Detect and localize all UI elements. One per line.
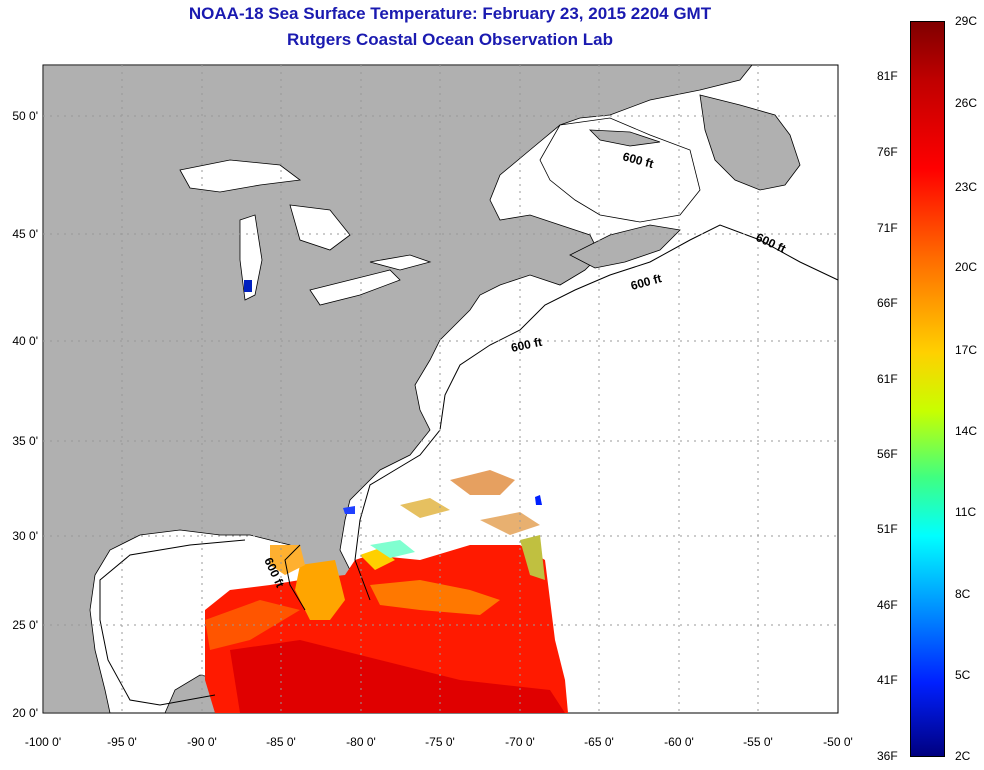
colorbar-fahrenheit-label: 41F [877,673,898,687]
gulf-st-lawrence [539,117,701,223]
x-tick-label: -70 0' [505,735,535,749]
colorbar-celsius-label: 8C [955,587,971,601]
y-tick-label: 45 0' [12,227,38,241]
x-tick-label: -60 0' [664,735,694,749]
graticule [43,65,838,713]
y-tick-label: 25 0' [12,618,38,632]
colorbar-celsius-label: 29C [955,14,978,28]
y-tick-label: 35 0' [12,434,38,448]
colorbar-fahrenheit-label: 56F [877,447,898,461]
colorbar-celsius-label: 14C [955,424,978,438]
x-tick-label: -65 0' [584,735,614,749]
x-tick-label: -95 0' [107,735,137,749]
y-axis-ticks: 50 0' 45 0' 40 0' 35 0' 30 0' 25 0' 20 0' [12,109,38,720]
x-tick-label: -100 0' [25,735,61,749]
map-subtitle: Rutgers Coastal Ocean Observation Lab [287,30,613,49]
map-title: NOAA-18 Sea Surface Temperature: Februar… [188,4,712,23]
temperature-colorbar [910,21,945,757]
land-north-america [42,64,753,714]
x-tick-label: -50 0' [823,735,853,749]
depth-contour-600ft [99,224,839,706]
colorbar-celsius-label: 26C [955,96,978,110]
colorbar-celsius-label: 23C [955,180,978,194]
colorbar-fahrenheit-label: 71F [877,221,898,235]
y-tick-label: 40 0' [12,334,38,348]
great-lakes [179,159,432,306]
colorbar-fahrenheit-label: 51F [877,522,898,536]
colorbar-fahrenheit-label: 61F [877,372,898,386]
colorbar-fahrenheit-label: 46F [877,598,898,612]
x-axis-ticks: -100 0' -95 0' -90 0' -85 0' -80 0' -75 0' -70… [25,735,853,749]
x-tick-label: -90 0' [187,735,217,749]
y-tick-label: 30 0' [12,529,38,543]
anticosti-island [588,129,661,147]
sst-swath [205,280,568,713]
x-tick-label: -75 0' [425,735,455,749]
contour-label: 600 ft [510,335,544,355]
y-tick-label: 50 0' [12,109,38,123]
colorbar-fahrenheit-label: 81F [877,69,898,83]
x-tick-label: -55 0' [743,735,773,749]
colorbar-fahrenheit-label: 36F [877,749,898,763]
colorbar-celsius-label: 5C [955,668,971,682]
land-newfoundland [699,94,801,191]
colorbar-celsius-label: 20C [955,260,978,274]
land-nova-scotia [569,224,681,269]
y-tick-label: 20 0' [12,706,38,720]
colorbar-celsius-label: 11C [955,505,977,519]
colorbar-fahrenheit-label: 66F [877,296,898,310]
x-tick-label: -85 0' [266,735,296,749]
x-tick-label: -80 0' [346,735,376,749]
colorbar-fahrenheit-label: 76F [877,145,898,159]
colorbar-celsius-label: 17C [955,343,978,357]
colorbar-celsius-label: 2C [955,749,971,763]
